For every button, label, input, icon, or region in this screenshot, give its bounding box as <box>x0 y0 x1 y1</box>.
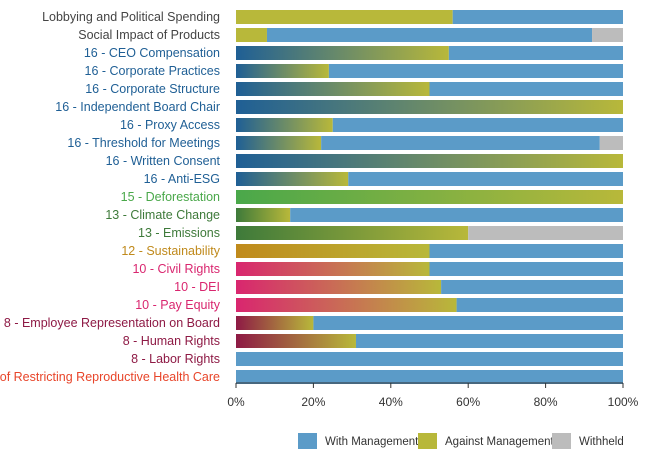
category-label: 16 - Corporate Structure <box>85 82 220 96</box>
category-label: 12 - Sustainability <box>121 244 220 258</box>
category-label: 16 - Written Consent <box>106 154 221 168</box>
category-label: 8 - Human Rights <box>123 334 220 348</box>
bar-against-10-pay-equity <box>236 298 457 312</box>
legend-swatch-with-management <box>298 433 317 449</box>
x-tick-label: 40% <box>379 395 403 409</box>
category-labels: Lobbying and Political Spending Social Im… <box>0 10 221 384</box>
bar-withheld-social-impact-of-products <box>592 28 623 42</box>
category-label: 16 - Proxy Access <box>120 118 220 132</box>
legend-swatch-against-management <box>418 433 437 449</box>
bar-against-16-corporate-structure <box>236 82 430 96</box>
x-tick-label: 20% <box>301 395 325 409</box>
legend-label-against-management: Against Management <box>445 436 554 448</box>
bar-against-16-corporate-practices <box>236 64 329 78</box>
bar-with-16-threshold-for-meetings <box>321 136 600 150</box>
bar-against-16-written-consent <box>236 154 623 168</box>
bar-with-16-corporate-practices <box>328 64 623 78</box>
bar-with-8-employee-representation-on-board <box>313 316 623 330</box>
bar-with-16-anti-esg <box>348 172 623 186</box>
bar-against-16-proxy-access <box>236 118 333 132</box>
bar-with-lobbying-and-political-spending <box>452 10 623 24</box>
category-label: 10 - DEI <box>174 280 220 294</box>
bar-against-16-threshold-for-meetings <box>236 136 322 150</box>
bar-against-10-civil-rights <box>236 262 430 276</box>
x-axis-ticks: 0% 20% 40% 60% 80% 100% <box>227 383 639 409</box>
category-label: 16 - Threshold for Meetings <box>67 136 220 150</box>
category-label: 16 - CEO Compensation <box>84 46 220 60</box>
bar-against-13-emissions <box>236 226 469 240</box>
legend-swatch-withheld <box>552 433 571 449</box>
category-label: 13 - Emissions <box>138 226 220 240</box>
bar-with-12-sustainability <box>429 244 623 258</box>
bar-with-16-proxy-access <box>332 118 623 132</box>
legend-label-with-management: With Management <box>325 436 419 448</box>
bar-against-16-independent-board-chair <box>236 100 623 114</box>
bar-against-10-dei <box>236 280 442 294</box>
bar-against-12-sustainability <box>236 244 430 258</box>
category-label: 5 - Risks of Restricting Reproductive He… <box>0 370 220 384</box>
category-label: 10 - Civil Rights <box>132 262 220 276</box>
bar-with-13-climate-change <box>290 208 623 222</box>
legend: With Management Against Management Withhel… <box>298 433 624 449</box>
category-label: 8 - Labor Rights <box>131 352 220 366</box>
bar-against-8-employee-representation-on-board <box>236 316 314 330</box>
category-label: 16 - Corporate Practices <box>85 64 220 78</box>
bar-with-10-pay-equity <box>456 298 623 312</box>
bar-with-5-risks-of-restricting-reproductive-health-care <box>236 370 623 384</box>
x-tick-label: 60% <box>456 395 480 409</box>
bar-against-15-deforestation <box>236 190 623 204</box>
bar-against-16-anti-esg <box>236 172 349 186</box>
bar-with-social-impact-of-products <box>266 28 593 42</box>
category-label: Lobbying and Political Spending <box>42 10 220 24</box>
bar-with-10-dei <box>441 280 623 294</box>
bar-with-10-civil-rights <box>429 262 623 276</box>
bar-withheld-13-emissions <box>468 226 623 240</box>
bars-group <box>236 10 623 384</box>
category-label: 10 - Pay Equity <box>135 298 221 312</box>
bar-with-8-labor-rights <box>236 352 623 366</box>
category-label: 13 - Climate Change <box>105 208 220 222</box>
x-tick-label: 80% <box>534 395 558 409</box>
bar-with-16-corporate-structure <box>429 82 623 96</box>
category-label: 16 - Independent Board Chair <box>55 100 220 114</box>
category-label: 15 - Deforestation <box>121 190 220 204</box>
bar-withheld-16-threshold-for-meetings <box>599 136 623 150</box>
bar-against-social-impact-of-products <box>236 28 267 42</box>
x-tick-label: 0% <box>227 395 245 409</box>
bar-against-16-ceo-compensation <box>236 46 449 60</box>
bar-against-lobbying-and-political-spending <box>236 10 453 24</box>
legend-label-withheld: Withheld <box>579 436 624 448</box>
category-label: Social Impact of Products <box>78 28 220 42</box>
x-tick-label: 100% <box>608 395 639 409</box>
bar-against-13-climate-change <box>236 208 291 222</box>
category-label: 16 - Anti-ESG <box>144 172 220 186</box>
bar-against-8-human-rights <box>236 334 356 348</box>
category-label: 8 - Employee Representation on Board <box>4 316 220 330</box>
bar-with-8-human-rights <box>355 334 623 348</box>
bar-with-16-ceo-compensation <box>448 46 623 60</box>
